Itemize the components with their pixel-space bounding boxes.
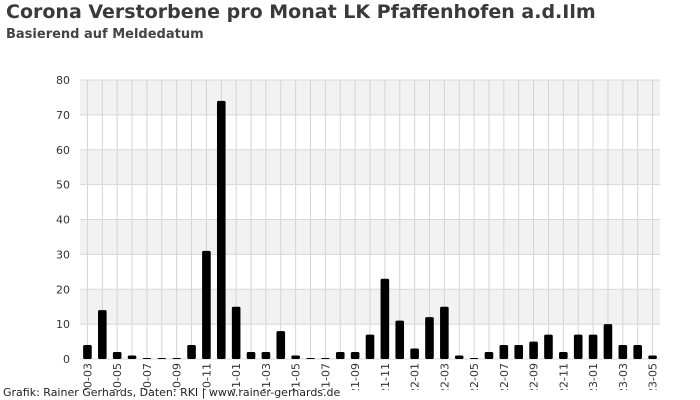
chart-subtitle: Basierend auf Meldedatum: [6, 27, 204, 42]
y-tick-label: 0: [63, 353, 70, 366]
y-tick-label: 30: [56, 248, 70, 261]
bar-2021-05: [291, 355, 300, 359]
x-tick-label: 2020-03: [81, 363, 94, 400]
x-tick-label: 2021-09: [349, 363, 362, 400]
bar-2023-02: [603, 324, 613, 359]
x-tick-label: 2023-03: [617, 363, 630, 400]
bar-2020-04: [98, 310, 107, 359]
bar-2022-05: [469, 358, 479, 359]
x-tick-label: 2021-03: [260, 363, 273, 400]
bar-2021-03: [261, 352, 271, 359]
bar-2020-09: [172, 358, 181, 359]
horizontal-gridlines: [80, 79, 660, 360]
bar-2021-02: [246, 352, 256, 359]
x-tick-label: 2023-01: [587, 363, 600, 400]
y-tick-label: 50: [56, 179, 70, 192]
bar-2023-04: [633, 345, 642, 359]
y-tick-label: 70: [56, 109, 70, 122]
bar-2020-08: [157, 358, 167, 359]
x-tick-label: 2022-07: [498, 363, 511, 400]
bar-2021-04: [276, 331, 286, 359]
bar-2022-09: [529, 341, 538, 359]
bar-2020-12: [216, 100, 226, 360]
bar-2022-07: [499, 345, 509, 359]
y-tick-label: 20: [56, 283, 70, 296]
x-tick-label: 2022-09: [528, 363, 541, 400]
bar-2022-10: [544, 334, 553, 359]
bar-2021-12: [395, 320, 405, 359]
chart-title: Corona Verstorbene pro Monat LK Pfaffenh…: [6, 1, 596, 23]
bar-2022-11: [559, 352, 568, 359]
x-tick-label: 2023-05: [647, 363, 660, 400]
bar-2021-11: [380, 278, 390, 359]
x-tick-label: 2021-07: [319, 363, 332, 400]
x-axis-ticks: 2020-03 2020-05 2020-07 2020-09 2020-11 2021-…: [81, 363, 660, 400]
x-tick-label: 2021-11: [379, 363, 392, 400]
y-tick-label: 60: [56, 144, 70, 157]
bar-2020-10: [187, 345, 196, 359]
y-tick-label: 80: [56, 74, 70, 87]
y-axis-ticks: 0 10 20 30 40 50 60 70 80: [56, 74, 70, 366]
x-tick-label: 2022-01: [409, 363, 422, 400]
bar-2023-03: [618, 345, 628, 359]
bar-2022-12: [573, 334, 583, 359]
x-tick-label: 2021-01: [230, 363, 243, 400]
x-tick-label: 2022-11: [557, 363, 570, 400]
bar-2022-03: [440, 306, 449, 359]
bar-2023-05: [648, 355, 657, 359]
bar-2022-04: [454, 355, 464, 359]
bar-2022-01: [410, 348, 419, 359]
bar-2021-09: [350, 352, 360, 359]
data-credit: Grafik: Rainer Gerhards, Daten: RKI | ww…: [3, 386, 341, 399]
bar-2021-07: [321, 358, 330, 359]
bar-2022-08: [514, 345, 524, 359]
bar-2020-05: [112, 352, 122, 359]
x-tick-label: 2022-03: [438, 363, 451, 400]
bar-2020-06: [127, 355, 137, 359]
bar-2021-06: [306, 358, 315, 359]
x-tick-label: 2020-11: [200, 363, 213, 400]
x-tick-label: 2022-05: [468, 363, 481, 400]
x-tick-label: 2020-09: [171, 363, 184, 400]
bar-2021-08: [335, 352, 345, 359]
y-tick-label: 10: [56, 318, 70, 331]
y-tick-label: 40: [56, 214, 70, 227]
x-tick-label: 2020-05: [111, 363, 124, 400]
bar-2022-06: [484, 352, 494, 359]
bar-2022-02: [425, 317, 434, 359]
bar-2020-07: [142, 358, 152, 359]
bar-2023-01: [588, 334, 598, 359]
bars-group: [83, 100, 657, 360]
bar-2020-03: [83, 345, 92, 359]
bar-2021-01: [231, 306, 241, 359]
bar-2021-10: [365, 334, 375, 359]
x-tick-label: 2020-07: [141, 363, 154, 400]
bar-2020-11: [202, 250, 211, 359]
x-tick-label: 2021-05: [290, 363, 303, 400]
